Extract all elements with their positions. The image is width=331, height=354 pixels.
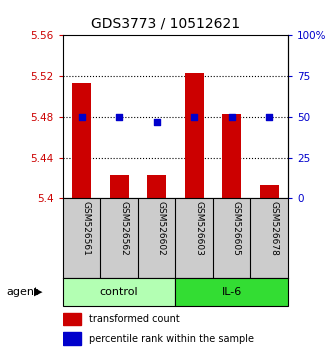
- FancyBboxPatch shape: [63, 278, 175, 306]
- Text: GSM526605: GSM526605: [232, 201, 241, 256]
- Point: [229, 114, 234, 120]
- Bar: [147, 175, 166, 198]
- Text: agent: agent: [7, 287, 39, 297]
- Bar: [110, 175, 128, 198]
- Text: GDS3773 / 10512621: GDS3773 / 10512621: [91, 16, 240, 30]
- Bar: [63, 313, 81, 325]
- Text: control: control: [100, 287, 138, 297]
- Point: [79, 114, 84, 120]
- Text: GSM526561: GSM526561: [82, 201, 91, 256]
- Text: GSM526562: GSM526562: [119, 201, 128, 255]
- Point: [117, 114, 122, 120]
- Bar: [185, 73, 204, 198]
- Text: transformed count: transformed count: [89, 314, 179, 324]
- Text: GSM526603: GSM526603: [194, 201, 203, 256]
- FancyBboxPatch shape: [175, 278, 288, 306]
- Bar: [72, 83, 91, 198]
- Bar: [222, 114, 241, 198]
- Bar: [260, 185, 279, 198]
- Text: GSM526602: GSM526602: [157, 201, 166, 255]
- Text: percentile rank within the sample: percentile rank within the sample: [89, 333, 254, 343]
- Text: IL-6: IL-6: [221, 287, 242, 297]
- Text: ▶: ▶: [34, 287, 42, 297]
- Point: [192, 114, 197, 120]
- Point: [154, 119, 159, 125]
- Text: GSM526678: GSM526678: [269, 201, 278, 256]
- Bar: [63, 332, 81, 345]
- Point: [266, 114, 272, 120]
